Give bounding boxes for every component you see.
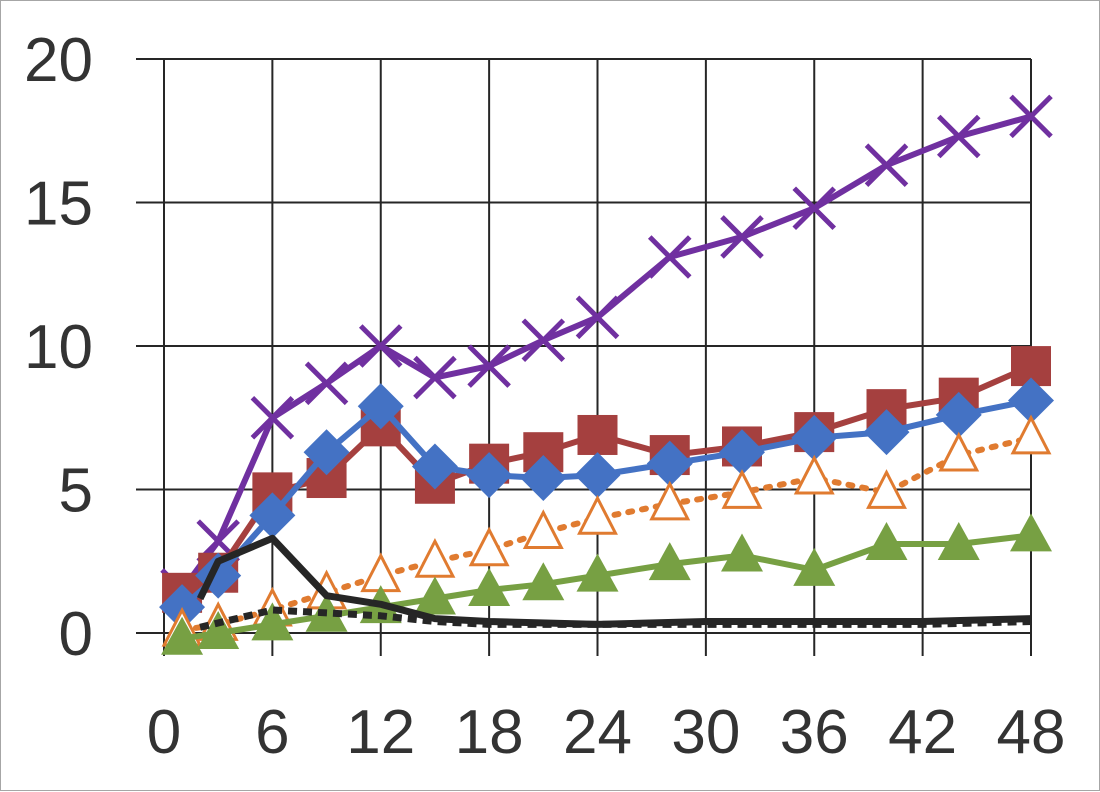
data-point-purple-x — [720, 215, 764, 259]
data-point-purple-x — [413, 355, 457, 400]
series — [159, 94, 1054, 655]
data-point-orange-open-triangle — [577, 494, 618, 535]
data-point-green-triangle — [721, 533, 763, 572]
series-line-black-dotted — [199, 606, 1032, 631]
data-point-orange-open-triangle — [414, 537, 456, 578]
x-tick-label: 18 — [455, 698, 524, 767]
data-point-blue-diamond — [249, 492, 296, 539]
data-point-orange-open-triangle — [721, 469, 763, 509]
x-tick-label: 30 — [671, 698, 740, 767]
data-point-green-triangle — [413, 576, 456, 615]
data-point-green-triangle — [251, 602, 294, 641]
x-tick-label: 24 — [563, 698, 632, 767]
data-point-orange-open-triangle — [522, 509, 564, 550]
y-tick-label: 20 — [24, 26, 93, 95]
data-point-blue-diamond — [520, 455, 567, 502]
data-point-red-square — [577, 414, 618, 455]
x-tick-label: 48 — [997, 698, 1066, 767]
series-purple-x — [160, 94, 1053, 612]
data-point-orange-open-triangle — [649, 480, 691, 521]
data-point-blue-diamond — [863, 409, 910, 456]
data-point-purple-x — [936, 114, 981, 159]
y-tick-label: 5 — [59, 457, 93, 526]
data-point-purple-x — [467, 344, 511, 388]
data-point-purple-x — [521, 318, 566, 363]
y-tick-label: 10 — [24, 313, 93, 382]
data-point-green-triangle — [161, 616, 204, 655]
data-point-orange-open-triangle — [866, 469, 907, 509]
data-point-purple-x — [647, 235, 692, 279]
data-point-green-triangle — [865, 522, 908, 561]
data-point-blue-diamond — [466, 452, 513, 499]
data-point-orange-open-triangle — [468, 526, 510, 567]
data-point-blue-diamond — [303, 429, 350, 476]
data-point-blue-diamond — [411, 443, 458, 490]
data-point-green-triangle — [522, 562, 565, 601]
data-point-blue-diamond — [646, 440, 693, 487]
data-point-orange-open-triangle — [1010, 414, 1052, 455]
data-point-purple-x — [250, 395, 295, 440]
data-point-purple-x — [792, 186, 837, 231]
data-point-orange-open-triangle — [793, 454, 835, 495]
data-point-purple-x — [304, 361, 349, 406]
data-point-blue-diamond — [357, 383, 404, 430]
data-point-green-triangle — [793, 547, 836, 586]
data-point-blue-diamond — [574, 452, 621, 499]
data-point-purple-x — [864, 143, 909, 187]
data-point-green-triangle — [576, 553, 619, 592]
y-tick-label: 15 — [24, 170, 93, 239]
grid — [136, 58, 1032, 656]
data-point-blue-diamond — [791, 414, 838, 461]
x-tick-label: 12 — [346, 698, 415, 767]
data-point-green-triangle — [197, 611, 240, 649]
series-line-orange-open-triangle — [179, 434, 1034, 634]
x-tick-label: 36 — [780, 698, 849, 767]
tick-labels: 0 5 10 15 20 0 6 12 18 24 30 36 42 48 — [24, 26, 1065, 767]
x-tick-label: 6 — [255, 698, 289, 767]
x-tick-label: 0 — [147, 698, 181, 767]
data-point-orange-open-triangle — [938, 431, 980, 472]
data-point-blue-diamond — [719, 429, 765, 476]
data-point-blue-diamond — [1008, 377, 1054, 424]
data-point-green-triangle — [1010, 513, 1052, 552]
y-tick-label: 0 — [59, 600, 93, 669]
data-point-purple-x — [358, 324, 403, 368]
x-tick-label: 42 — [888, 698, 957, 767]
data-point-green-triangle — [937, 522, 980, 561]
data-point-purple-x — [575, 295, 620, 340]
data-point-purple-x — [1009, 94, 1053, 139]
data-point-blue-diamond — [935, 391, 982, 438]
data-point-green-triangle — [648, 542, 691, 581]
data-point-green-triangle — [468, 567, 511, 606]
series-black-dotted — [199, 606, 1032, 631]
